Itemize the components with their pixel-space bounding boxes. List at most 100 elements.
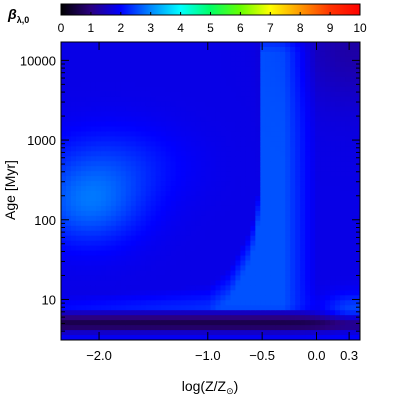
heatmap-cell bbox=[190, 116, 197, 123]
heatmap-cell bbox=[330, 330, 336, 336]
heatmap-cell bbox=[275, 171, 281, 177]
heatmap-cell bbox=[80, 161, 87, 167]
heatmap-cell bbox=[130, 320, 137, 326]
heatmap-cell bbox=[105, 96, 112, 103]
heatmap-cell bbox=[215, 46, 222, 53]
heatmap-cell bbox=[235, 280, 241, 286]
heatmap-cell bbox=[245, 265, 251, 272]
heatmap-cell bbox=[65, 141, 72, 147]
heatmap-cell bbox=[315, 335, 321, 340]
heatmap-cell bbox=[155, 141, 162, 147]
heatmap-cell bbox=[345, 151, 351, 157]
heatmap-cell bbox=[165, 42, 172, 48]
heatmap-cell bbox=[325, 76, 331, 83]
heatmap-cell bbox=[350, 215, 356, 222]
heatmap-cell bbox=[235, 111, 241, 118]
heatmap-cell bbox=[180, 260, 187, 267]
heatmap-cell bbox=[125, 290, 132, 296]
heatmap-cell bbox=[230, 250, 237, 257]
heatmap-cell bbox=[320, 186, 326, 192]
heatmap-cell bbox=[215, 166, 222, 172]
heatmap-cell bbox=[325, 106, 331, 113]
heatmap-cell bbox=[180, 106, 187, 113]
heatmap-cell bbox=[150, 290, 157, 296]
heatmap-cell bbox=[75, 42, 82, 48]
heatmap-cell bbox=[85, 335, 92, 340]
heatmap-cell bbox=[170, 46, 177, 53]
heatmap-cell bbox=[115, 151, 122, 157]
heatmap-cell bbox=[140, 200, 147, 207]
heatmap-cell bbox=[220, 156, 227, 162]
heatmap-cell bbox=[255, 71, 261, 78]
heatmap-cell bbox=[235, 195, 241, 202]
heatmap-cell bbox=[165, 230, 172, 237]
heatmap-cell bbox=[220, 96, 227, 103]
heatmap-cell bbox=[255, 66, 261, 73]
heatmap-cell bbox=[230, 335, 237, 340]
heatmap-cell bbox=[195, 330, 202, 336]
heatmap-cell bbox=[190, 305, 197, 311]
heatmap-cell bbox=[180, 186, 187, 192]
heatmap-cell bbox=[205, 136, 212, 142]
heatmap-cell bbox=[305, 66, 311, 73]
heatmap-cell bbox=[80, 325, 87, 331]
heatmap-cell bbox=[245, 191, 251, 197]
heatmap-cell bbox=[110, 335, 117, 340]
heatmap-cell bbox=[335, 270, 341, 277]
heatmap-cell bbox=[350, 166, 356, 172]
heatmap-cell bbox=[210, 215, 217, 222]
heatmap-cell bbox=[215, 220, 222, 227]
heatmap-cell bbox=[355, 315, 360, 321]
heatmap-cell bbox=[200, 250, 207, 257]
heatmap-cell bbox=[230, 61, 237, 68]
heatmap-cell bbox=[125, 71, 132, 78]
heatmap-cell bbox=[305, 325, 311, 331]
heatmap-cell bbox=[230, 330, 237, 336]
heatmap-cell bbox=[275, 136, 281, 142]
colorbar-tick-label: 0 bbox=[58, 21, 65, 35]
heatmap-cell bbox=[165, 285, 172, 291]
heatmap-cell bbox=[110, 171, 117, 177]
heatmap-cell bbox=[310, 161, 316, 167]
heatmap-cell bbox=[150, 191, 157, 197]
heatmap-cell bbox=[240, 191, 246, 197]
heatmap-cell bbox=[270, 141, 276, 147]
heatmap-cell bbox=[200, 205, 207, 212]
heatmap-cell bbox=[260, 290, 266, 296]
heatmap-cell bbox=[130, 230, 137, 237]
heatmap-cell bbox=[100, 141, 107, 147]
heatmap-cell bbox=[330, 305, 336, 311]
heatmap-cell bbox=[315, 250, 321, 257]
heatmap-cell bbox=[75, 176, 82, 182]
heatmap-cell bbox=[195, 191, 202, 197]
heatmap-cell bbox=[70, 300, 77, 306]
heatmap-cell bbox=[205, 215, 212, 222]
heatmap-cell bbox=[155, 146, 162, 152]
heatmap-cell bbox=[105, 225, 112, 232]
heatmap-cell bbox=[300, 225, 306, 232]
heatmap-cell bbox=[150, 310, 157, 316]
heatmap-cell bbox=[105, 86, 112, 93]
heatmap-cell bbox=[185, 270, 192, 277]
heatmap-cell bbox=[115, 250, 122, 257]
heatmap-cell bbox=[260, 250, 266, 257]
heatmap-cell bbox=[270, 186, 276, 192]
heatmap-cell bbox=[170, 81, 177, 88]
heatmap-cell bbox=[300, 255, 306, 262]
heatmap-cell bbox=[75, 156, 82, 162]
colorbar-tick-label: 6 bbox=[237, 21, 244, 35]
heatmap-cell bbox=[130, 200, 137, 207]
heatmap-cell bbox=[235, 71, 241, 78]
heatmap-cell bbox=[140, 235, 147, 242]
heatmap-cell bbox=[140, 310, 147, 316]
heatmap-cell bbox=[200, 275, 207, 281]
heatmap-cell bbox=[175, 191, 182, 197]
heatmap-cell bbox=[160, 255, 167, 262]
heatmap-cell bbox=[245, 260, 251, 267]
heatmap-cell bbox=[85, 310, 92, 316]
heatmap-cell bbox=[215, 245, 222, 252]
heatmap-cell bbox=[170, 295, 177, 301]
heatmap-cell bbox=[280, 131, 286, 137]
heatmap-cell bbox=[90, 290, 97, 296]
heatmap-cell bbox=[190, 265, 197, 272]
